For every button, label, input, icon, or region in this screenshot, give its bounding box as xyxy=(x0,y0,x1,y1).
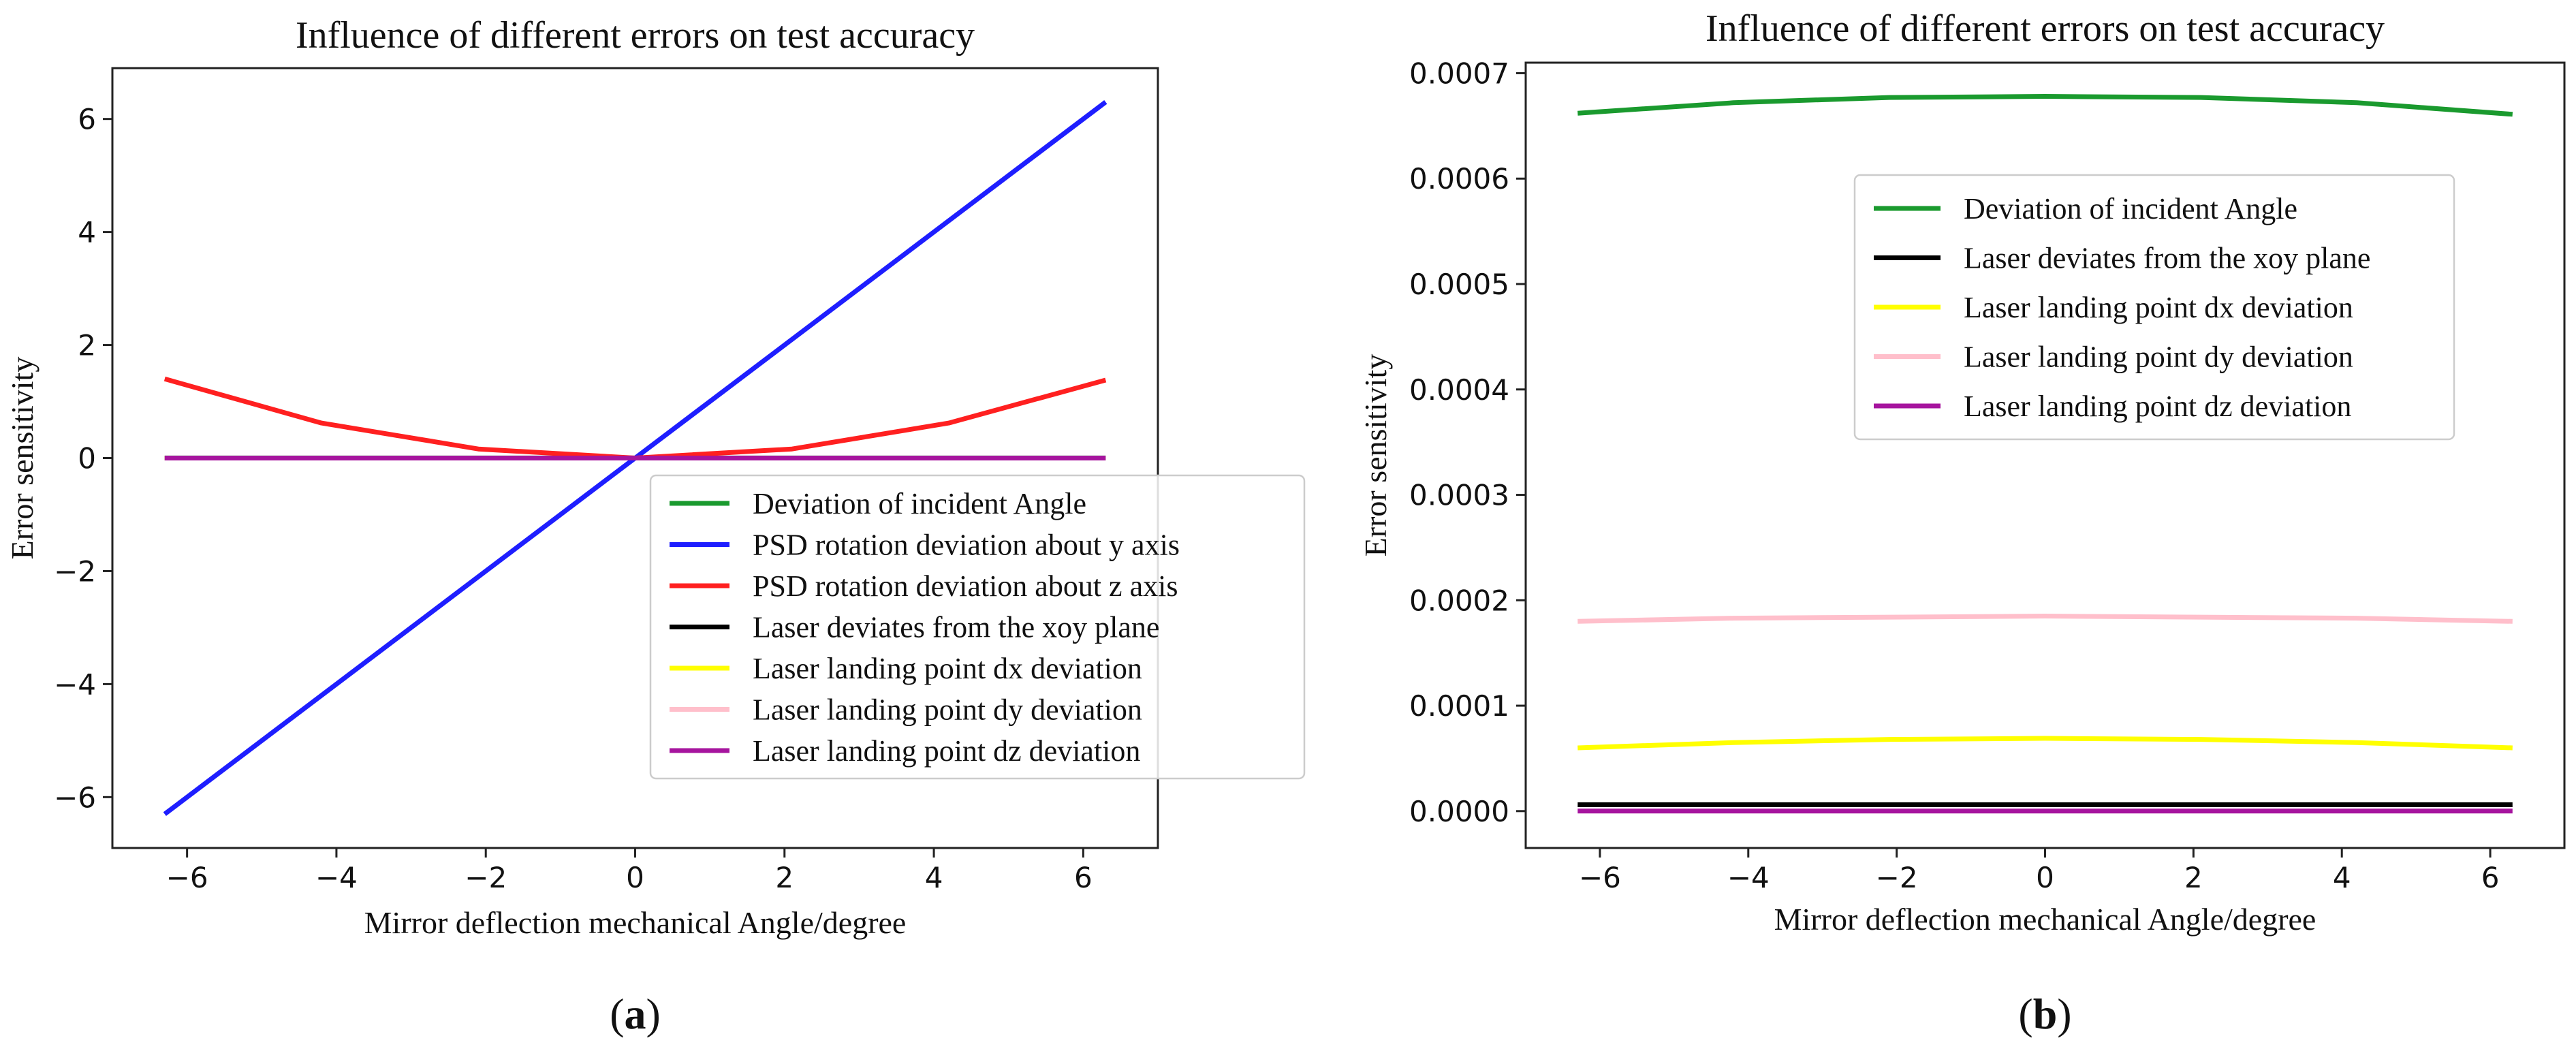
chart-a-series-line-3 xyxy=(163,376,1107,460)
chart-a-x-tick-label: 6 xyxy=(1074,861,1093,894)
chart-b-y-tick-label: 0.0004 xyxy=(1409,373,1509,407)
chart-b-y-tick-label: 0.0005 xyxy=(1409,268,1509,301)
chart-a-y-tick-label: 0 xyxy=(78,442,96,475)
chart-b-x-tick-label: −2 xyxy=(1876,861,1918,894)
chart-b-panel-paren-open: ( xyxy=(2018,990,2032,1038)
chart-a-panel-paren-open: ( xyxy=(610,990,624,1038)
chart-b-legend-label: Deviation of incident Angle xyxy=(1964,192,2297,225)
chart-b-y-tick-label: 0.0003 xyxy=(1409,479,1509,512)
chart-b-x-tick-label: 6 xyxy=(2481,861,2500,894)
chart-a-y-tick-label: 4 xyxy=(78,216,96,249)
chart-b-panel-label: (b) xyxy=(2018,990,2071,1038)
chart-b-title: Influence of different errors on test ac… xyxy=(1706,7,2385,50)
chart-b-series-group xyxy=(1577,94,2513,814)
chart-b-x-tick-label: 4 xyxy=(2333,861,2351,894)
chart-a-title: Influence of different errors on test ac… xyxy=(296,14,975,57)
chart-b-legend-label: Laser landing point dz deviation xyxy=(1964,390,2351,423)
chart-b-y-axis-label: Error sensitivity xyxy=(1358,354,1393,557)
chart-a-panel-paren-close: ) xyxy=(646,990,661,1038)
chart-b-x-axis-label: Mirror deflection mechanical Angle/degre… xyxy=(1774,902,2316,937)
chart-a-legend-label: PSD rotation deviation about z axis xyxy=(753,569,1178,603)
chart-a-x-axis-label: Mirror deflection mechanical Angle/degre… xyxy=(364,905,907,940)
chart-a-y-axis-label: Error sensitivity xyxy=(5,357,40,560)
chart-b-y-tick-label: 0.0000 xyxy=(1409,795,1509,828)
chart-b-x-tick-label: −4 xyxy=(1727,861,1770,894)
chart-a-y-tick-label: −4 xyxy=(54,667,96,701)
chart-a-legend-label: Laser deviates from the xoy plane xyxy=(753,611,1159,644)
chart-b-x-tick-label: 0 xyxy=(2036,861,2054,894)
chart-a-legend-label: Laser landing point dx deviation xyxy=(753,652,1142,685)
chart-a-legend-label: Deviation of incident Angle xyxy=(753,487,1086,520)
chart-a-legend-label: PSD rotation deviation about y axis xyxy=(753,529,1180,562)
chart-b-legend-label: Laser deviates from the xoy plane xyxy=(1964,242,2370,275)
chart-b-panel-paren-close: ) xyxy=(2057,990,2071,1038)
chart-a-series-group xyxy=(163,100,1108,816)
chart-a-x-tick-label: 0 xyxy=(626,861,644,894)
chart-b-y-tick-label: 0.0006 xyxy=(1409,162,1509,195)
chart-a-x-tick-label: −6 xyxy=(166,861,208,894)
chart-b-panel-letter: b xyxy=(2033,990,2058,1038)
chart-b-legend-label: Laser landing point dy deviation xyxy=(1964,341,2353,374)
chart-a-panel-label: (a) xyxy=(610,990,661,1038)
chart-a-x-tick-label: −2 xyxy=(465,861,507,894)
chart-b-legend-label: Laser landing point dx deviation xyxy=(1964,291,2353,324)
chart-b-y-tick-label: 0.0001 xyxy=(1409,689,1509,723)
chart-a-x-tick-label: −4 xyxy=(315,861,358,894)
chart-a-legend-box xyxy=(649,474,1306,780)
chart-a-panel-letter: a xyxy=(625,990,646,1038)
chart-panel-b: Influence of different errors on test ac… xyxy=(1358,7,2566,1038)
chart-b-y-tick-label: 0.0002 xyxy=(1409,584,1509,617)
chart-panel-a: Influence of different errors on test ac… xyxy=(5,14,1306,1038)
chart-b-legend-box xyxy=(1853,174,2455,441)
chart-b-x-tick-label: −6 xyxy=(1579,861,1621,894)
chart-a-legend-label: Laser landing point dz deviation xyxy=(753,734,1140,768)
chart-a-x-tick-label: 4 xyxy=(925,861,943,894)
chart-a-y-tick-label: 6 xyxy=(78,103,96,136)
chart-a-y-tick-label: −6 xyxy=(54,781,96,814)
chart-a-legend: Deviation of incident Angle PSD rotation … xyxy=(649,474,1306,780)
chart-b-x-tick-label: 2 xyxy=(2184,861,2203,894)
chart-a-legend-label: Laser landing point dy deviation xyxy=(753,693,1142,727)
chart-a-x-tick-label: 2 xyxy=(775,861,794,894)
chart-b-series-line-1 xyxy=(1577,94,2513,117)
chart-b-y-tick-label: 0.0007 xyxy=(1409,57,1509,90)
chart-b-series-line-3 xyxy=(1577,736,2513,751)
chart-b-series-line-4 xyxy=(1577,614,2513,624)
chart-a-y-tick-label: 2 xyxy=(78,329,96,362)
chart-b-legend: Deviation of incident Angle Laser deviate… xyxy=(1853,174,2455,441)
chart-a-y-tick-label: −2 xyxy=(54,554,96,588)
